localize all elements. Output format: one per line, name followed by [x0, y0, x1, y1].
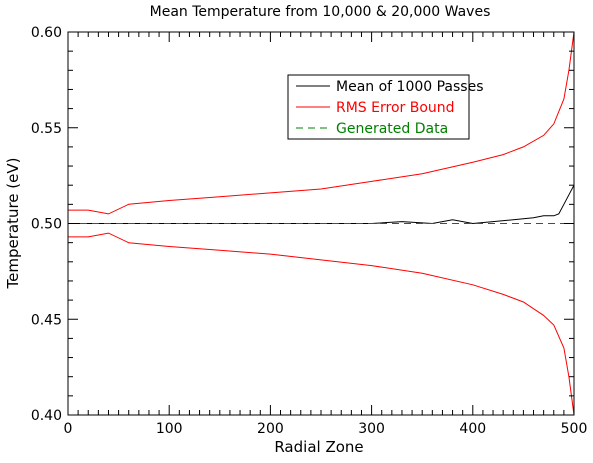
x-tick-label: 0 — [64, 421, 73, 437]
x-tick-label: 100 — [156, 421, 183, 437]
y-tick-label: 0.45 — [31, 312, 62, 328]
tick-layer — [67, 31, 575, 416]
legend: Mean of 1000 Passes RMS Error Bound Genera… — [287, 74, 484, 140]
series-layer — [68, 31, 575, 416]
x-tick-label: 200 — [257, 421, 284, 437]
tick-label-layer: 0 100 200 300 400 500 0.40 0.45 0.50 0.55 0.60 — [31, 25, 588, 437]
x-tick-label: 500 — [561, 421, 588, 437]
legend-label: RMS Error Bound — [336, 100, 455, 116]
y-axis-label: Temperature (eV) — [4, 158, 22, 290]
series-line-0 — [68, 184, 575, 225]
legend-label: Mean of 1000 Passes — [336, 79, 484, 95]
y-tick-label: 0.55 — [31, 121, 62, 137]
series-line-1 — [68, 31, 575, 215]
chart-title: Mean Temperature from 10,000 & 20,000 Wa… — [150, 4, 491, 20]
x-tick-label: 300 — [358, 421, 385, 437]
y-tick-label: 0.50 — [31, 217, 62, 233]
x-axis-label: Radial Zone — [274, 438, 363, 456]
y-tick-label: 0.40 — [31, 408, 62, 424]
x-tick-label: 400 — [459, 421, 486, 437]
series-line-2 — [68, 232, 575, 416]
y-tick-label: 0.60 — [31, 25, 62, 41]
legend-label: Generated Data — [336, 121, 448, 137]
